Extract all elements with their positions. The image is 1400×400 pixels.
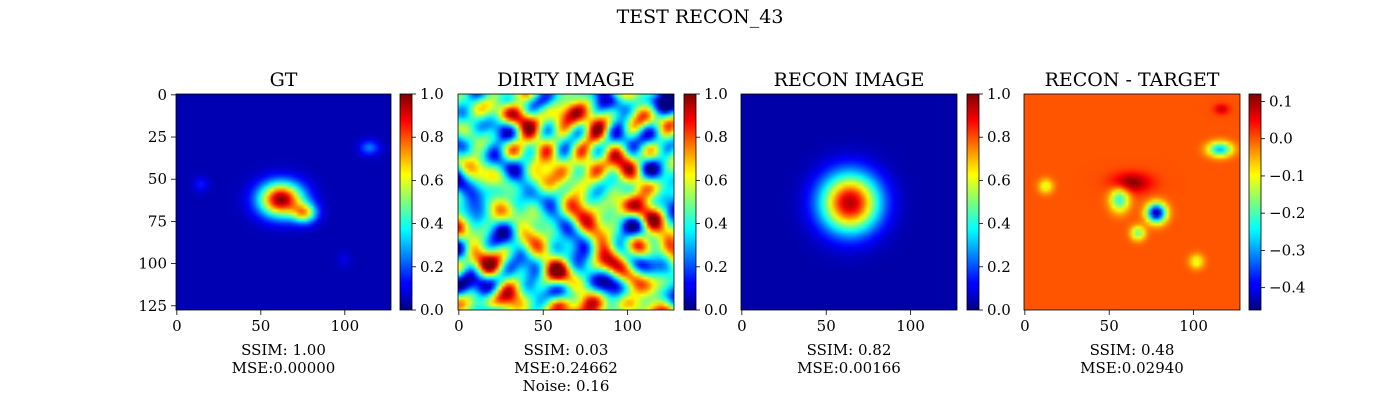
heatmap-image — [741, 94, 957, 310]
y-tick-label: 100 — [138, 255, 167, 273]
panel-title: RECON - TARGET — [1045, 69, 1220, 91]
colorbar-tick-label: 1.0 — [987, 85, 1011, 103]
panel-1: GT 0 50 100 0 25 50 75 100 125 0.0 0.2 0.4 0.6 0.8 1.0 — [138, 69, 444, 335]
metric-line: MSE:0.00000 — [231, 359, 336, 377]
panel-4: RECON - TARGET 0 50 100 0.1 0.0 −0.1 −0.2 −0.3 −0… — [1020, 69, 1305, 335]
metric-line: MSE:0.24662 — [514, 359, 618, 377]
metrics-caption: SSIM: 0.82 MSE:0.00166 — [749, 341, 949, 377]
colorbar-tick-label: −0.2 — [1269, 204, 1305, 222]
colorbar — [1248, 93, 1262, 311]
colorbar-tick-label: 1.0 — [420, 85, 444, 103]
colorbar-tick-label: −0.1 — [1269, 167, 1305, 185]
x-tick-label: 0 — [737, 317, 747, 335]
colorbar-tick-label: −0.4 — [1269, 279, 1305, 297]
plot-frame — [1023, 93, 1241, 311]
x-tick-label: 100 — [330, 317, 359, 335]
colorbar-tick-label: 0.4 — [420, 215, 444, 233]
panel-title: GT — [270, 69, 298, 91]
x-tick-label: 50 — [817, 317, 836, 335]
heatmap-image — [1024, 94, 1240, 310]
colorbar-tick-label: 0.2 — [420, 258, 444, 276]
colorbar-tick-label: 0.2 — [704, 258, 728, 276]
colorbar-tick-label: 0.0 — [1269, 130, 1293, 148]
y-tick-label: 50 — [148, 170, 167, 188]
colorbar-tick-label: 0.6 — [987, 171, 1011, 189]
y-tick-label: 75 — [148, 212, 167, 230]
colorbar-tick-label: 0.0 — [987, 301, 1011, 319]
metrics-caption: SSIM: 0.48 MSE:0.02940 — [1032, 341, 1232, 377]
metric-line: MSE:0.02940 — [1080, 359, 1184, 377]
colorbar-tick-label: 0.6 — [704, 171, 728, 189]
y-tick-label: 125 — [138, 297, 167, 315]
x-tick-label: 50 — [534, 317, 553, 335]
colorbar-tick-label: 0.4 — [987, 215, 1011, 233]
colorbar-tick-label: 0.8 — [420, 128, 444, 146]
metric-line: SSIM: 1.00 — [241, 341, 326, 359]
colorbar — [683, 93, 697, 311]
x-tick-label: 50 — [1100, 317, 1119, 335]
colorbar-tick-label: 0.1 — [1269, 92, 1293, 110]
heatmap-image — [458, 94, 674, 310]
metric-line: SSIM: 0.82 — [806, 341, 892, 359]
panel-3: RECON IMAGE 0 50 100 0.0 0.2 0.4 0.6 0.8 1.0 — [737, 69, 1011, 335]
y-tick-label: 25 — [148, 128, 167, 146]
panel-title: RECON IMAGE — [774, 69, 925, 91]
colorbar-tick-label: −0.3 — [1269, 241, 1305, 259]
x-tick-label: 0 — [1020, 317, 1030, 335]
x-tick-label: 100 — [613, 317, 642, 335]
colorbar — [399, 93, 413, 311]
colorbar-tick-label: 0.8 — [704, 128, 728, 146]
x-tick-label: 0 — [172, 317, 182, 335]
heatmap-image — [176, 94, 391, 310]
colorbar-tick-label: 0.4 — [704, 215, 728, 233]
x-tick-label: 100 — [1179, 317, 1208, 335]
colorbar-tick-label: 0.8 — [987, 128, 1011, 146]
colorbar-tick-label: 0.6 — [420, 171, 444, 189]
panel-2: DIRTY IMAGE 0 50 100 0.0 0.2 0.4 0.6 0.8 1.0 — [454, 69, 728, 335]
plot-frame — [457, 93, 675, 311]
metric-line: MSE:0.00166 — [797, 359, 901, 377]
x-tick-label: 0 — [454, 317, 464, 335]
colorbar — [966, 93, 980, 311]
x-tick-label: 50 — [251, 317, 270, 335]
metric-line: SSIM: 0.48 — [1089, 341, 1175, 359]
metrics-caption: SSIM: 1.00 MSE:0.00000 — [184, 341, 384, 377]
metric-line: SSIM: 0.03 — [523, 341, 609, 359]
plot-frame — [740, 93, 958, 311]
colorbar-tick-label: 1.0 — [704, 85, 728, 103]
colorbar-tick-label: 0.0 — [704, 301, 728, 319]
y-tick-label: 0 — [157, 86, 167, 104]
figure-title: TEST RECON_43 — [616, 6, 784, 28]
colorbar-tick-label: 0.2 — [987, 258, 1011, 276]
metrics-caption: SSIM: 0.03 MSE:0.24662 Noise: 0.16 — [466, 341, 666, 395]
panel-title: DIRTY IMAGE — [497, 69, 635, 91]
x-tick-label: 100 — [896, 317, 925, 335]
plot-frame — [175, 93, 392, 311]
colorbar-tick-label: 0.0 — [420, 301, 444, 319]
metric-line: Noise: 0.16 — [522, 377, 610, 395]
